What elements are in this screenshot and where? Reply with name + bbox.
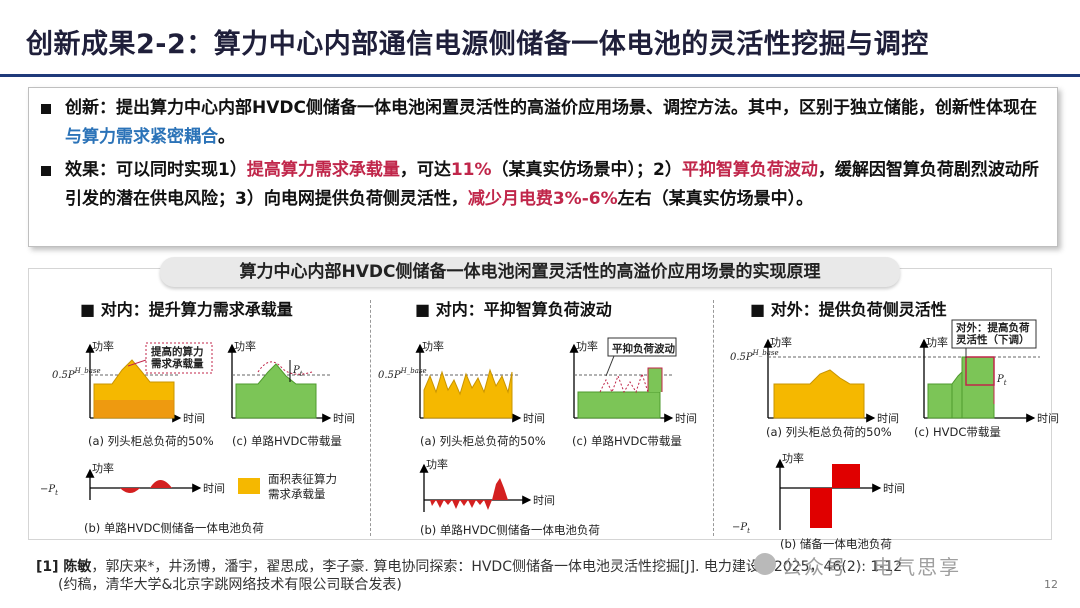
page-title: 创新成果2-2：算力中心内部通信电源侧储备一体电池的灵活性挖掘与调控 (26, 29, 929, 60)
axis-label-power: 功率 (422, 339, 444, 353)
effect-highlight-2: 11% (450, 160, 492, 180)
axis-label-time: 时间 (203, 482, 225, 495)
wechat-icon (754, 553, 776, 575)
effect-bullet: 效果：可以同时实现1）提高算力需求承载量，可达11%（某真实仿场景中）；2）平抑… (41, 156, 1045, 214)
axis-label-power: 功率 (92, 339, 114, 353)
axis-label-power: 功率 (426, 457, 448, 471)
axis-label-time: 时间 (1037, 412, 1059, 425)
chart-s1-b (85, 468, 202, 500)
reference-line1: ，郭庆来*，井汤博，潘宇，翟思成，李子豪. 算电协同探索：HVDC侧储备一体电池… (91, 559, 903, 575)
ref-line-label: 0.5PH_base (730, 349, 779, 363)
legend-text: 面积表征算力需求承载量 (268, 472, 337, 501)
axis-label-power: 功率 (782, 451, 804, 465)
reference-line2: (约稿，清华大学&北京字跳网络技术有限公司联合发表) (58, 577, 402, 593)
axis-label-time: 时间 (523, 412, 545, 425)
chart-s1-c (227, 343, 332, 423)
axis-label-time: 时间 (877, 412, 899, 425)
chart-s3-b (775, 458, 882, 530)
ref-pt-label: Pt (292, 365, 303, 378)
reference-tag: [1] 陈敏 (36, 559, 92, 575)
axis-label-time: 时间 (675, 412, 697, 425)
caption-s1-c: (c) 单路HVDC带载量 (232, 434, 342, 448)
axis-label-power: 功率 (926, 335, 948, 349)
bullet-square-icon (41, 166, 51, 176)
axis-label-power: 功率 (92, 461, 114, 475)
chart-s2-c (569, 337, 677, 423)
page-number: 12 (1044, 578, 1058, 591)
axis-label-time: 时间 (333, 412, 355, 425)
innovation-highlight: 与算力需求紧密耦合 (65, 127, 218, 147)
section-heading-flexibility: ■ 对外：提供负荷侧灵活性 (750, 300, 947, 319)
caption-s1-b: (b) 单路HVDC侧储备一体电池负荷 (84, 521, 264, 535)
ref-pt-label: Pt (996, 374, 1007, 387)
chart-s1-a (85, 342, 213, 423)
section-divider (713, 300, 714, 536)
ref-line-label: 0.5PH_base (378, 367, 427, 381)
callout-flexibility: 对外：提高负荷灵活性（下调） (956, 322, 1030, 346)
caption-s2-a: (a) 列头柜总负荷的50% (420, 434, 546, 448)
caption-s3-a: (a) 列头柜总负荷的50% (766, 425, 892, 439)
caption-s2-b: (b) 单路HVDC侧储备一体电池负荷 (420, 523, 600, 537)
chart-s2-b (419, 463, 532, 512)
caption-s3-c: (c) HVDC带载量 (914, 425, 1001, 439)
effect-highlight-1: 提高算力需求承载量 (246, 160, 400, 180)
callout-capacity: 提高的算力需求承载量 (151, 346, 204, 370)
axis-label-power: 功率 (576, 339, 598, 353)
summary-box: 创新：提出算力中心内部HVDC侧储备一体电池闲置灵活性的高溢价应用场景、调控方法… (28, 87, 1058, 247)
bullet-square-icon (41, 104, 51, 114)
ref-line-label: 0.5PH_base (52, 367, 101, 381)
axis-label-time: 时间 (533, 494, 555, 507)
axis-label-power: 功率 (234, 339, 256, 353)
callout-smoothing: 平抑负荷波动 (612, 343, 675, 355)
effect-highlight-4: 减少月电费3%-6% (467, 189, 618, 209)
effect-highlight-3: 平抑智算负荷波动 (681, 160, 818, 180)
caption-s1-a: (a) 列头柜总负荷的50% (88, 434, 214, 448)
section-heading-smoothing: ■ 对内：平抑智算负荷波动 (415, 300, 612, 319)
title-rule (0, 74, 1080, 77)
section-divider (370, 300, 371, 536)
panel-title: 算力中心内部HVDC侧储备一体电池闲置灵活性的高溢价应用场景的实现原理 (160, 257, 900, 287)
caption-s2-c: (c) 单路HVDC带载量 (572, 434, 682, 448)
watermark: 公众号 · 电气思享 (782, 555, 962, 579)
section-heading-capacity: ■ 对内：提升算力需求承载量 (80, 300, 293, 319)
reference: [1] 陈敏，郭庆来*，井汤博，潘宇，翟思成，李子豪. 算电协同探索：HVDC侧… (36, 558, 902, 594)
axis-label-time: 时间 (883, 482, 905, 495)
legend-swatch (238, 478, 260, 494)
axis-label-power: 功率 (770, 335, 792, 349)
ref-pt-label: −Pt (40, 484, 58, 497)
chart-s2-a (415, 343, 522, 423)
ref-pt-label: −Pt (732, 522, 750, 535)
caption-s3-b: (b) 储备一体电池负荷 (780, 537, 892, 551)
chart-s3-c (919, 319, 1037, 423)
innovation-bullet: 创新：提出算力中心内部HVDC侧储备一体电池闲置灵活性的高溢价应用场景、调控方法… (41, 94, 1045, 152)
axis-label-time: 时间 (183, 412, 205, 425)
